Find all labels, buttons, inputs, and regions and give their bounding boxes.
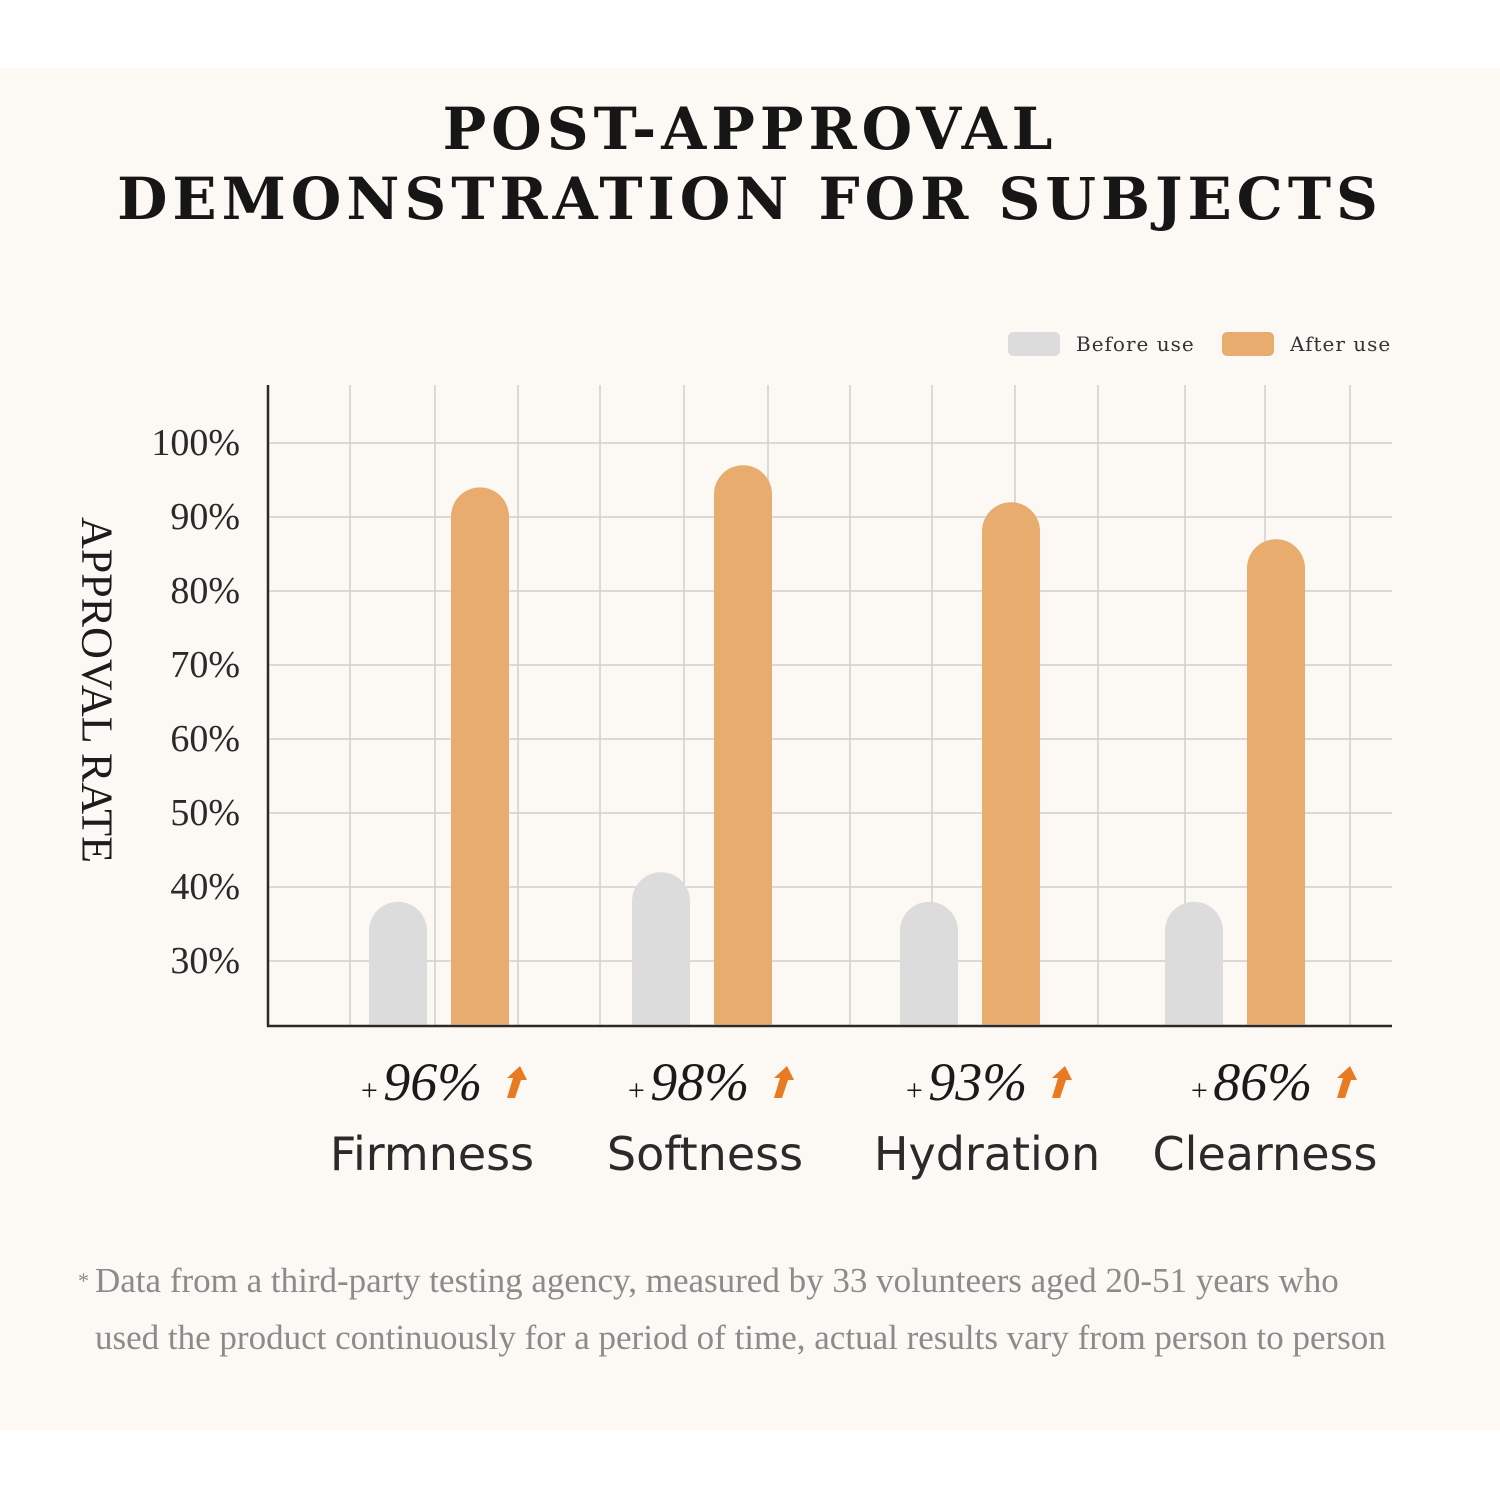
y-tick-label: 90% (170, 496, 240, 538)
up-arrow-icon (1337, 1066, 1357, 1098)
y-tick-label: 70% (170, 644, 240, 686)
bar-after-hydration (982, 502, 1040, 1025)
chart-title-line-1: POST-APPROVAL (442, 95, 1058, 163)
footnote-asterisk: * (78, 1268, 89, 1293)
bar-before-softness (632, 872, 690, 1025)
legend-swatch-after (1222, 332, 1274, 356)
category-label-softness: Softness (607, 1127, 803, 1181)
category-label-firmness: Firmness (330, 1127, 534, 1181)
legend-label-after: After use (1290, 332, 1392, 356)
y-tick-label: 40% (170, 866, 240, 908)
increase-label-softness: +98% (626, 1052, 749, 1112)
up-arrow-icon (1052, 1066, 1072, 1098)
legend-label-before: Before use (1076, 332, 1195, 356)
footnote-text: Data from a third-party testing agency, … (95, 1261, 1386, 1357)
bar-before-hydration (900, 901, 958, 1025)
bar-before-firmness (369, 901, 427, 1025)
increase-label-firmness: +96% (359, 1052, 482, 1112)
up-arrow-icon (507, 1066, 527, 1098)
y-tick-label: 30% (170, 940, 240, 982)
legend-after: After use (1222, 330, 1391, 358)
bar-after-clearness (1247, 539, 1305, 1025)
footnote: * Data from a third-party testing agency,… (78, 1252, 1418, 1366)
legend-swatch-before (1008, 332, 1060, 356)
bar-after-firmness (451, 487, 509, 1025)
chart-title-line-2: DEMONSTRATION FOR SUBJECTS (117, 165, 1383, 233)
up-arrow-icon (774, 1066, 794, 1098)
increase-label-clearness: +86% (1189, 1052, 1312, 1112)
category-label-hydration: Hydration (874, 1127, 1100, 1181)
bar-before-clearness (1165, 901, 1223, 1025)
y-tick-label: 80% (170, 570, 240, 612)
legend-before: Before use (1008, 330, 1195, 358)
y-tick-label: 60% (170, 718, 240, 760)
y-tick-label: 100% (151, 422, 240, 464)
category-label-clearness: Clearness (1153, 1127, 1378, 1181)
y-tick-label: 50% (170, 792, 240, 834)
increase-label-hydration: +93% (904, 1052, 1027, 1112)
bar-after-softness (714, 465, 772, 1025)
